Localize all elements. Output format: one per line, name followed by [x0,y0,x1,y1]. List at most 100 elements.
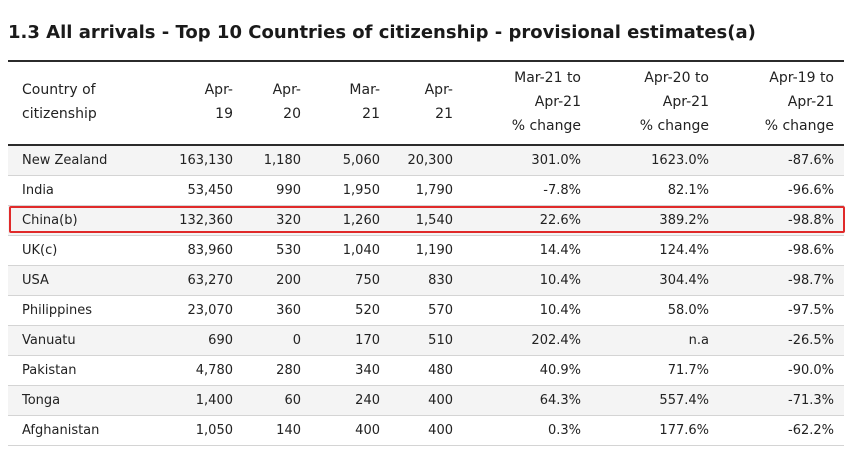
value-cell: 750 [311,265,390,296]
header-line: Mar- [349,82,380,98]
table-title: 1.3 All arrivals - Top 10 Countries of c… [8,22,756,43]
value-cell: -90.0% [719,355,844,386]
value-cell: 389.2% [591,205,719,236]
header-line: % change [511,118,581,134]
value-cell: 400 [390,415,463,446]
value-cell: 304.4% [591,265,719,296]
country-cell: Vanuatu [8,325,158,356]
value-cell: 400 [390,385,463,416]
value-cell: 830 [390,265,463,296]
country-cell: UK(c) [8,235,158,266]
value-cell: 557.4% [591,385,719,416]
column-header-apr-21: Apr- 21 [390,61,463,146]
value-cell: 1,540 [390,205,463,236]
header-line: % change [639,118,709,134]
value-cell: 5,060 [311,145,390,176]
value-cell: -71.3% [719,385,844,416]
value-cell: 1,790 [390,175,463,206]
value-cell: 60 [243,385,311,416]
column-header-country: Country of citizenship [8,61,158,146]
value-cell: 1,180 [243,145,311,176]
header-line: % change [764,118,834,134]
country-cell: USA [8,265,158,296]
value-cell: 23,070 [158,295,243,326]
value-cell: 71.7% [591,355,719,386]
value-cell: 0 [243,325,311,356]
header-line: 21 [435,106,453,122]
header-row: Country of citizenship Apr- 19 Apr- 20 M… [8,61,844,146]
value-cell: 202.4% [463,325,591,356]
value-cell: 170 [311,325,390,356]
header-line: Apr-20 to [644,70,709,86]
column-header-apr19-apr21-change: Apr-19 to Apr-21 % change [719,61,844,146]
value-cell: 400 [311,415,390,446]
value-cell: 10.4% [463,265,591,296]
value-cell: 83,960 [158,235,243,266]
column-header-mar-21: Mar- 21 [311,61,390,146]
value-cell: 690 [158,325,243,356]
country-cell: Afghanistan [8,415,158,446]
value-cell: 570 [390,295,463,326]
table-row: India 53,450 990 1,950 1,790 -7.8% 82.1%… [8,175,844,206]
value-cell: 301.0% [463,145,591,176]
table-row: Pakistan 4,780 280 340 480 40.9% 71.7% -… [8,355,844,386]
value-cell: 1,260 [311,205,390,236]
country-cell: India [8,175,158,206]
country-cell: China(b) [8,205,158,236]
header-line: Apr- [272,82,301,98]
value-cell: 22.6% [463,205,591,236]
table-row: Tonga 1,400 60 240 400 64.3% 557.4% -71.… [8,385,844,416]
country-cell: Tonga [8,385,158,416]
value-cell: 1,040 [311,235,390,266]
header-line: Apr- [204,82,233,98]
value-cell: 4,780 [158,355,243,386]
value-cell: 510 [390,325,463,356]
value-cell: 1,400 [158,385,243,416]
table-row: USA 63,270 200 750 830 10.4% 304.4% -98.… [8,265,844,296]
header-line: 19 [215,106,233,122]
value-cell: 360 [243,295,311,326]
header-line: Apr-21 [662,94,709,110]
value-cell: 10.4% [463,295,591,326]
header-line: Mar-21 to [514,70,581,86]
value-cell: -98.7% [719,265,844,296]
value-cell: 1,190 [390,235,463,266]
value-cell: 124.4% [591,235,719,266]
value-cell: 530 [243,235,311,266]
header-line: Apr-19 to [769,70,834,86]
value-cell: 0.3% [463,415,591,446]
value-cell: 240 [311,385,390,416]
value-cell: -98.8% [719,205,844,236]
value-cell: 480 [390,355,463,386]
value-cell: 320 [243,205,311,236]
table-row-highlighted: China(b) 132,360 320 1,260 1,540 22.6% 3… [8,205,844,236]
header-line: Country of [22,82,96,98]
value-cell: 990 [243,175,311,206]
country-cell: New Zealand [8,145,158,176]
value-cell: 58.0% [591,295,719,326]
value-cell: 1623.0% [591,145,719,176]
column-header-mar21-apr21-change: Mar-21 to Apr-21 % change [463,61,591,146]
header-line: 21 [362,106,380,122]
value-cell: 280 [243,355,311,386]
value-cell: 340 [311,355,390,386]
value-cell: -97.5% [719,295,844,326]
table-row: Philippines 23,070 360 520 570 10.4% 58.… [8,295,844,326]
value-cell: -26.5% [719,325,844,356]
country-cell: Philippines [8,295,158,326]
value-cell: 53,450 [158,175,243,206]
value-cell: 1,950 [311,175,390,206]
column-header-apr-19: Apr- 19 [158,61,243,146]
value-cell: 64.3% [463,385,591,416]
value-cell: 1,050 [158,415,243,446]
value-cell: 40.9% [463,355,591,386]
value-cell: 132,360 [158,205,243,236]
value-cell: 177.6% [591,415,719,446]
header-line: 20 [283,106,301,122]
value-cell: -98.6% [719,235,844,266]
value-cell: 63,270 [158,265,243,296]
value-cell: 14.4% [463,235,591,266]
value-cell: 140 [243,415,311,446]
header-line: citizenship [22,106,97,122]
arrivals-table: Country of citizenship Apr- 19 Apr- 20 M… [8,60,844,446]
